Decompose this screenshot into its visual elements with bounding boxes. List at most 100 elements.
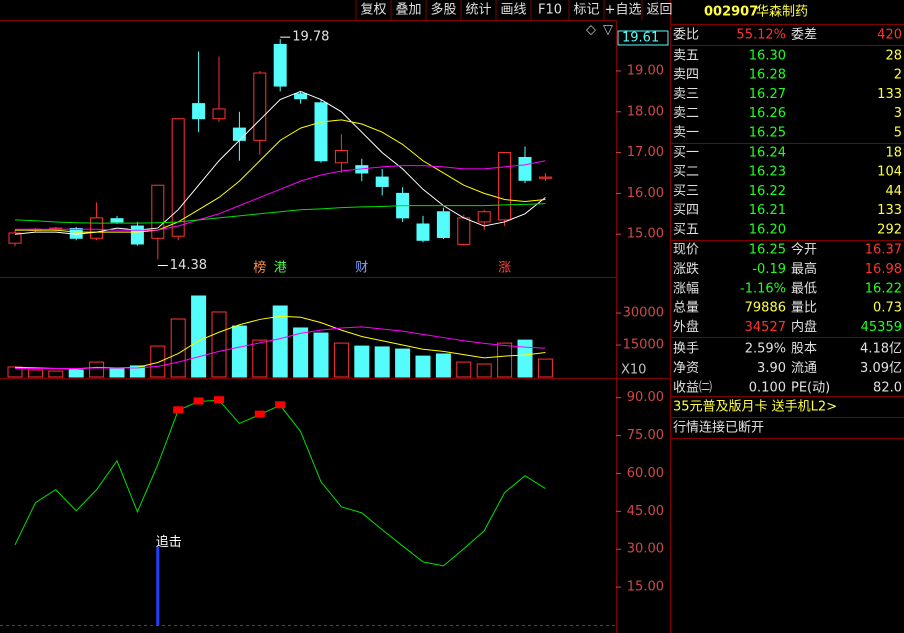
order-price: 16.22 <box>749 184 786 199</box>
icon[interactable]: ◇ <box>586 23 596 38</box>
stat-value: 16.98 <box>865 262 902 277</box>
stat-value: 34527 <box>745 320 786 335</box>
event-marker[interactable]: 榜 <box>253 260 266 276</box>
volume-bar <box>354 345 370 378</box>
volume-bar <box>27 369 43 378</box>
volume-bar <box>129 365 145 378</box>
candle-body <box>538 176 552 179</box>
stat-value: -0.19 <box>752 262 786 277</box>
stat-value: 16.37 <box>865 243 902 258</box>
event-marker[interactable]: 涨 <box>498 261 511 276</box>
annotation: 14.38 <box>170 258 207 273</box>
stat-label: 量比 <box>791 301 817 316</box>
y-tick-label: 30000 <box>623 306 664 321</box>
icon[interactable]: ▽ <box>603 23 613 38</box>
y-tick-label: 16.00 <box>627 186 664 201</box>
toolbar-button[interactable]: +自选 <box>605 3 642 18</box>
volume-bar <box>435 353 451 378</box>
toolbar-button[interactable]: 统计 <box>465 3 491 18</box>
order-label: 买二 <box>673 165 699 180</box>
event-marker[interactable]: 港 <box>274 261 287 276</box>
toolbar-button[interactable]: 返回 <box>646 3 672 18</box>
candle-body <box>477 211 491 223</box>
candle-body <box>110 218 124 223</box>
candle-body <box>436 211 450 238</box>
stat-value: 3.90 <box>757 361 786 376</box>
indicator-flag <box>173 406 184 414</box>
toolbar-button[interactable]: F10 <box>538 3 562 18</box>
volume-bar <box>272 305 288 378</box>
stat-label: PE(动) <box>791 380 830 395</box>
toolbar-button[interactable]: 复权 <box>360 2 386 18</box>
volume-bar <box>517 339 533 378</box>
ma-line <box>14 90 546 235</box>
y-tick-label: 30.00 <box>627 542 664 557</box>
order-price: 16.30 <box>749 49 786 64</box>
promo-link[interactable]: 35元普及版月卡 送手机L2> <box>673 400 837 415</box>
value: 55.12% <box>736 28 786 43</box>
ma-line <box>15 119 546 233</box>
stat-value: -1.16% <box>740 281 786 296</box>
order-label: 卖五 <box>673 49 699 64</box>
candle-body <box>171 118 185 237</box>
label: 委差 <box>791 28 817 43</box>
candle-body <box>518 156 532 181</box>
volume-bar <box>415 355 431 378</box>
y-tick-label: 75.00 <box>627 428 664 443</box>
volume-bar <box>109 367 125 378</box>
stat-label: 今开 <box>791 242 817 258</box>
order-price: 16.20 <box>749 222 786 237</box>
volume-bar <box>252 339 268 378</box>
order-volume: 5 <box>894 125 902 140</box>
indicator-flag <box>193 397 204 405</box>
stat-label: 涨幅 <box>673 281 699 296</box>
event-marker[interactable]: 财 <box>355 261 368 276</box>
toolbar-button[interactable]: 标记 <box>573 3 599 18</box>
order-label: 买四 <box>673 203 699 218</box>
order-label: 卖一 <box>673 125 699 140</box>
cursor-label-box <box>617 30 669 46</box>
order-price: 16.25 <box>749 125 786 140</box>
candle-body <box>457 217 471 245</box>
volume-bar <box>497 342 513 378</box>
stat-label: 最低 <box>791 281 817 296</box>
volume-bar <box>374 346 390 378</box>
candle-body <box>90 217 104 239</box>
indicator-flag <box>214 396 224 404</box>
indicator-flag <box>254 410 265 418</box>
order-label: 卖四 <box>673 68 699 83</box>
stock-code: 002907 <box>704 5 758 20</box>
stat-value: 16.22 <box>865 281 902 296</box>
stat-label: 最高 <box>791 261 817 277</box>
y-tick-label: 17.00 <box>627 145 664 160</box>
volume-bar <box>476 363 492 378</box>
candle-body <box>273 43 287 87</box>
stat-value: 2.59% <box>745 342 786 357</box>
y-tick-label: 18.00 <box>627 104 664 119</box>
volume-bar <box>150 345 166 378</box>
candle-body <box>212 108 226 120</box>
order-volume: 28 <box>885 49 902 64</box>
toolbar-button[interactable]: 叠加 <box>395 3 421 18</box>
y-tick-label: 15000 <box>623 338 664 353</box>
volume-bar <box>313 332 329 378</box>
signal-label: 追击 <box>156 534 182 550</box>
stat-label: 收益㈡ <box>673 380 712 395</box>
stock-name: 华森制药 <box>756 5 808 20</box>
toolbar-button[interactable]: 画线 <box>500 3 526 18</box>
cursor-label: 19.61 <box>622 31 659 46</box>
stat-value: 82.0 <box>873 380 902 395</box>
volume-bar <box>333 342 349 378</box>
stat-label: 外盘 <box>673 319 699 335</box>
y-tick-label: 90.00 <box>627 390 664 405</box>
y-tick-label: 15.00 <box>627 580 664 595</box>
volume-bar <box>211 311 227 378</box>
stat-label: 股本 <box>791 342 817 357</box>
order-price: 16.27 <box>749 87 786 102</box>
toolbar-button[interactable]: 多股 <box>430 2 456 18</box>
stat-value: 45359 <box>861 320 902 335</box>
order-volume: 44 <box>885 184 902 199</box>
volume-bar <box>48 370 64 378</box>
candle-body <box>294 93 308 100</box>
